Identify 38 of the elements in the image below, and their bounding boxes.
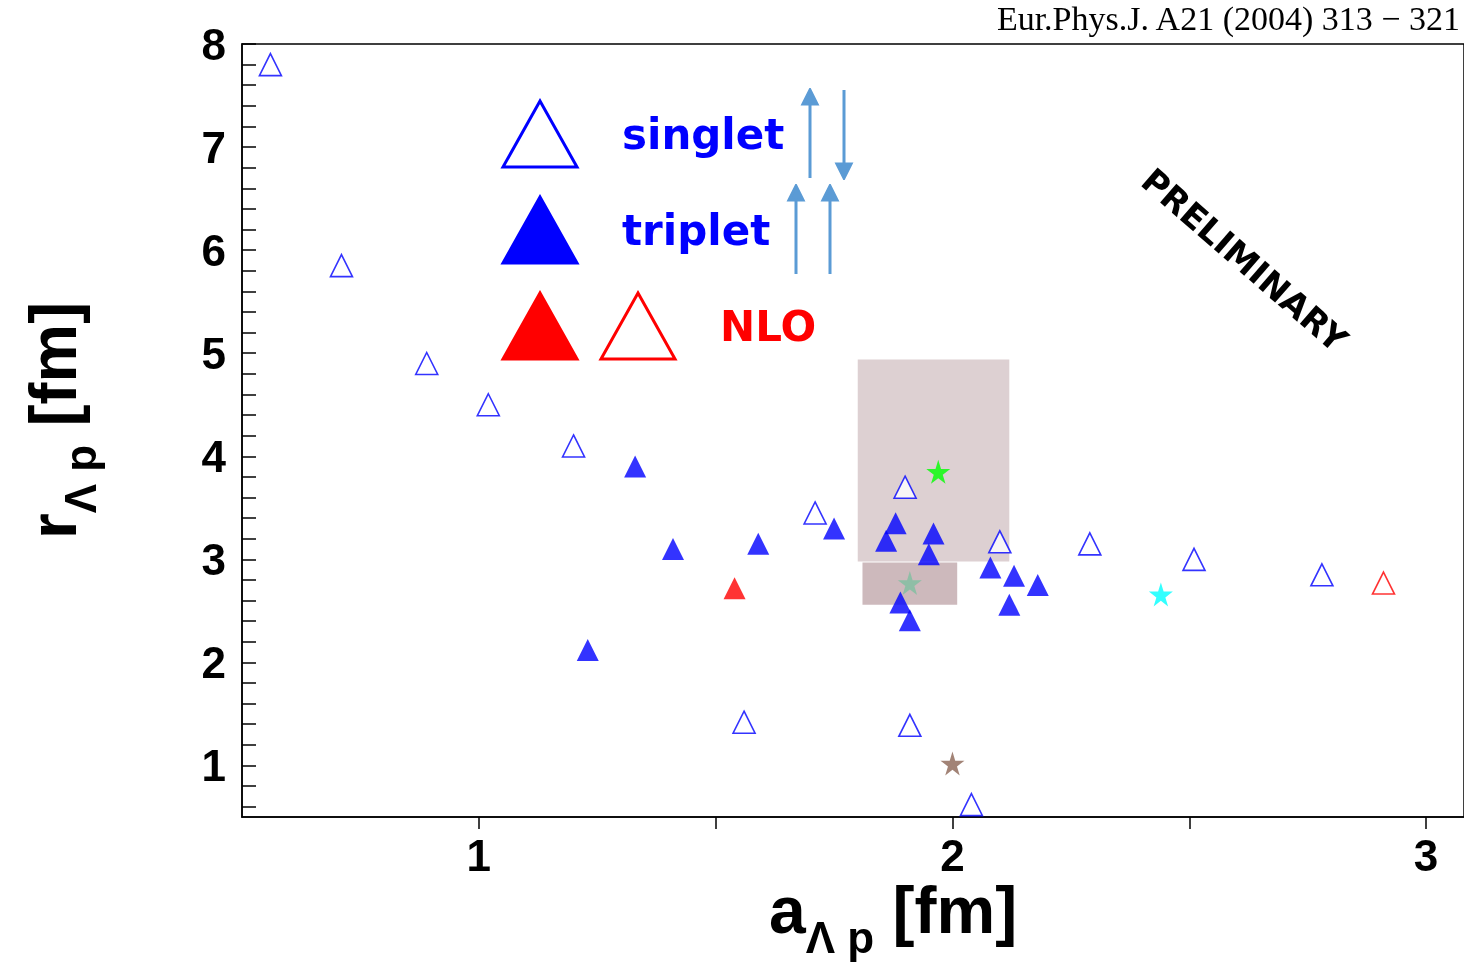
point <box>414 351 439 376</box>
point <box>917 543 940 566</box>
x-tick-label: 1 <box>466 830 492 880</box>
point <box>922 522 945 545</box>
point <box>662 538 685 561</box>
point <box>747 532 770 555</box>
point <box>1182 547 1206 572</box>
point <box>1148 582 1173 607</box>
point <box>988 530 1012 554</box>
point <box>926 459 951 484</box>
legend-label: singlet <box>622 109 785 159</box>
point <box>940 751 965 776</box>
legend-label: NLO <box>720 301 817 351</box>
point <box>889 591 912 614</box>
point <box>884 512 907 535</box>
point <box>893 475 917 499</box>
point <box>723 577 746 600</box>
point <box>1003 564 1026 587</box>
point <box>1371 571 1396 595</box>
y-tick-label: 1 <box>201 740 226 790</box>
text: Eur.Phys.J. A21 (2004) 313 − 321 <box>996 0 1460 38</box>
point <box>823 517 846 540</box>
point <box>898 609 921 632</box>
point <box>998 593 1021 616</box>
point <box>979 556 1002 579</box>
point <box>1026 574 1049 597</box>
y-tick-label: 6 <box>201 225 226 275</box>
y-tick-label: 4 <box>201 431 227 481</box>
point <box>576 639 599 662</box>
y-tick-label: 3 <box>201 534 226 584</box>
y-tick-label: 2 <box>201 637 226 687</box>
y-tick-label: 8 <box>201 19 226 69</box>
y-tick-label: 7 <box>201 122 226 172</box>
x-tick-label: 3 <box>1413 830 1439 880</box>
legend-label: triplet <box>622 205 771 255</box>
y-tick-label: 5 <box>201 328 226 378</box>
point <box>624 455 647 478</box>
point <box>875 529 898 552</box>
